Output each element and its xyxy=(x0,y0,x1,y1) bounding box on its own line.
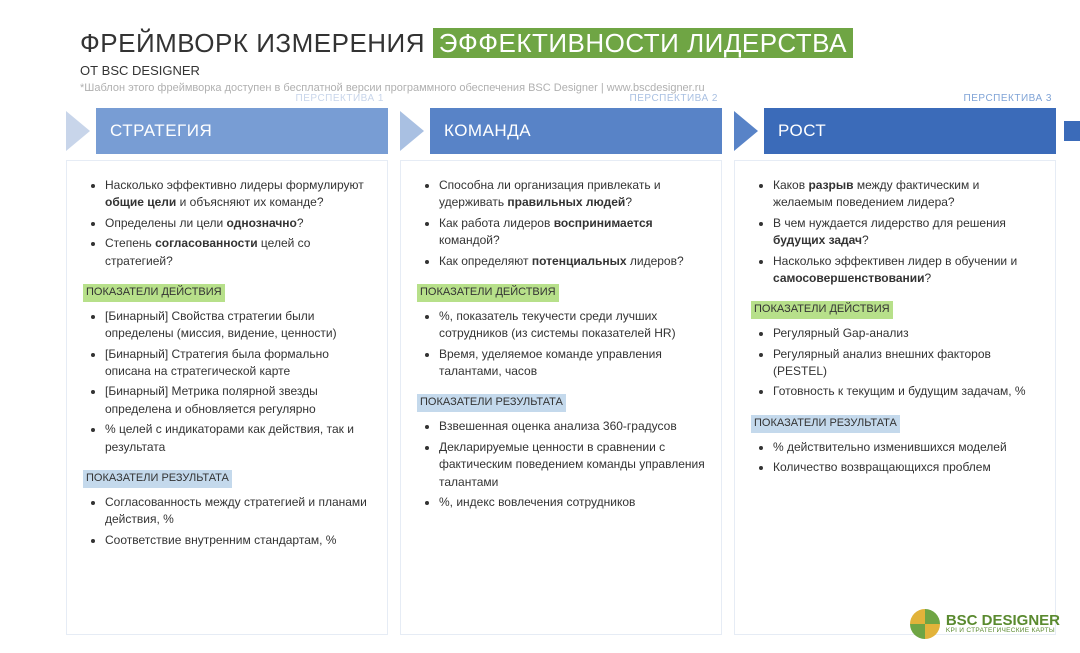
logo-main: BSC DESIGNER xyxy=(946,613,1060,628)
logo-quadrant xyxy=(925,609,940,624)
action-list: Регулярный Gap-анализ Регулярный анализ в… xyxy=(751,325,1039,401)
column: Каков разрыв между фактическим и желаемы… xyxy=(734,160,1056,635)
question-list: Насколько эффективно лидеры формулируют … xyxy=(83,177,371,270)
list-item: Декларируемые ценности в сравнении с фак… xyxy=(439,439,705,491)
perspective-tag: ПЕРСПЕКТИВА 2 xyxy=(630,93,718,104)
title-highlight: ЭФФЕКТИВНОСТИ ЛИДЕРСТВА xyxy=(433,28,853,58)
arrow-icon xyxy=(66,111,90,151)
page-note: *Шаблон этого фреймворка доступен в бесп… xyxy=(80,82,1056,94)
list-item: %, индекс вовлечения сотрудников xyxy=(439,494,705,511)
list-item: [Бинарный] Стратегия была формально опис… xyxy=(105,346,371,381)
question-list: Каков разрыв между фактическим и желаемы… xyxy=(751,177,1039,287)
list-item: % действительно изменившихся моделей xyxy=(773,439,1039,456)
result-list: Согласованность между стратегией и плана… xyxy=(83,494,371,549)
section-label-result: ПОКАЗАТЕЛИ РЕЗУЛЬТАТА xyxy=(751,415,900,433)
list-item: Регулярный Gap-анализ xyxy=(773,325,1039,342)
logo-mark xyxy=(910,609,940,639)
list-item: В чем нуждается лидерство для решения бу… xyxy=(773,215,1039,250)
bsc-designer-logo: BSC DESIGNER KPI И СТРАТЕГИЧЕСКИЕ КАРТЫ xyxy=(910,609,1060,639)
list-item: Каков разрыв между фактическим и желаемы… xyxy=(773,177,1039,212)
column-header: ПЕРСПЕКТИВА 2КОМАНДА xyxy=(400,108,722,154)
logo-quadrant xyxy=(910,609,925,624)
arrow-icon xyxy=(400,111,424,151)
list-item: Как работа лидеров воспринимается команд… xyxy=(439,215,705,250)
list-item: Взвешенная оценка анализа 360-градусов xyxy=(439,418,705,435)
action-list: [Бинарный] Свойства стратегии были опред… xyxy=(83,308,371,456)
column-title-bar: РОСТ xyxy=(764,108,1056,154)
logo-quadrant xyxy=(925,624,940,639)
list-item: % целей с индикаторами как действия, так… xyxy=(105,421,371,456)
result-list: Взвешенная оценка анализа 360-градусов Де… xyxy=(417,418,705,511)
list-item: Как определяют потенциальных лидеров? xyxy=(439,253,705,270)
columns: Насколько эффективно лидеры формулируют … xyxy=(66,160,1056,635)
arrow-icon xyxy=(734,111,758,151)
result-list: % действительно изменившихся моделей Коли… xyxy=(751,439,1039,477)
arrow-icon xyxy=(1064,121,1080,141)
logo-text: BSC DESIGNER KPI И СТРАТЕГИЧЕСКИЕ КАРТЫ xyxy=(946,613,1060,635)
list-item: Регулярный анализ внешних факторов (PEST… xyxy=(773,346,1039,381)
columns-header: ПЕРСПЕКТИВА 1СТРАТЕГИЯ ПЕРСПЕКТИВА 2КОМАН… xyxy=(66,108,1056,154)
perspective-tag: ПЕРСПЕКТИВА 1 xyxy=(296,93,384,104)
action-list: %, показатель текучести среди лучших сот… xyxy=(417,308,705,381)
list-item: Степень согласованности целей со стратег… xyxy=(105,235,371,270)
list-item: Количество возвращающихся проблем xyxy=(773,459,1039,476)
column-title-bar: КОМАНДА xyxy=(430,108,722,154)
section-label-action: ПОКАЗАТЕЛИ ДЕЙСТВИЯ xyxy=(83,284,225,302)
list-item: [Бинарный] Свойства стратегии были опред… xyxy=(105,308,371,343)
title-plain: ФРЕЙМВОРК ИЗМЕРЕНИЯ xyxy=(80,28,433,58)
column-title-bar: СТРАТЕГИЯ xyxy=(96,108,388,154)
page-subtitle: ОТ BSC DESIGNER xyxy=(80,63,1056,78)
list-item: %, показатель текучести среди лучших сот… xyxy=(439,308,705,343)
list-item: Насколько эффективно лидеры формулируют … xyxy=(105,177,371,212)
section-label-result: ПОКАЗАТЕЛИ РЕЗУЛЬТАТА xyxy=(417,394,566,412)
column: Насколько эффективно лидеры формулируют … xyxy=(66,160,388,635)
list-item: Соответствие внутренним стандартам, % xyxy=(105,532,371,549)
framework-infographic: ФРЕЙМВОРК ИЗМЕРЕНИЯ ЭФФЕКТИВНОСТИ ЛИДЕРС… xyxy=(0,0,1080,653)
list-item: Определены ли цели однозначно? xyxy=(105,215,371,232)
list-item: Готовность к текущим и будущим задачам, … xyxy=(773,383,1039,400)
column: Способна ли организация привлекать и уде… xyxy=(400,160,722,635)
logo-quadrant xyxy=(910,624,925,639)
question-list: Способна ли организация привлекать и уде… xyxy=(417,177,705,270)
list-item: Время, уделяемое команде управления тала… xyxy=(439,346,705,381)
perspective-tag: ПЕРСПЕКТИВА 3 xyxy=(964,93,1052,104)
column-header: ПЕРСПЕКТИВА 1СТРАТЕГИЯ xyxy=(66,108,388,154)
section-label-action: ПОКАЗАТЕЛИ ДЕЙСТВИЯ xyxy=(417,284,559,302)
logo-sub: KPI И СТРАТЕГИЧЕСКИЕ КАРТЫ xyxy=(946,628,1060,635)
list-item: Согласованность между стратегией и плана… xyxy=(105,494,371,529)
list-item: [Бинарный] Метрика полярной звезды опред… xyxy=(105,383,371,418)
section-label-result: ПОКАЗАТЕЛИ РЕЗУЛЬТАТА xyxy=(83,470,232,488)
column-header: ПЕРСПЕКТИВА 3РОСТ xyxy=(734,108,1056,154)
page-title: ФРЕЙМВОРК ИЗМЕРЕНИЯ ЭФФЕКТИВНОСТИ ЛИДЕРС… xyxy=(80,28,1056,59)
list-item: Способна ли организация привлекать и уде… xyxy=(439,177,705,212)
list-item: Насколько эффективен лидер в обучении и … xyxy=(773,253,1039,288)
section-label-action: ПОКАЗАТЕЛИ ДЕЙСТВИЯ xyxy=(751,301,893,319)
